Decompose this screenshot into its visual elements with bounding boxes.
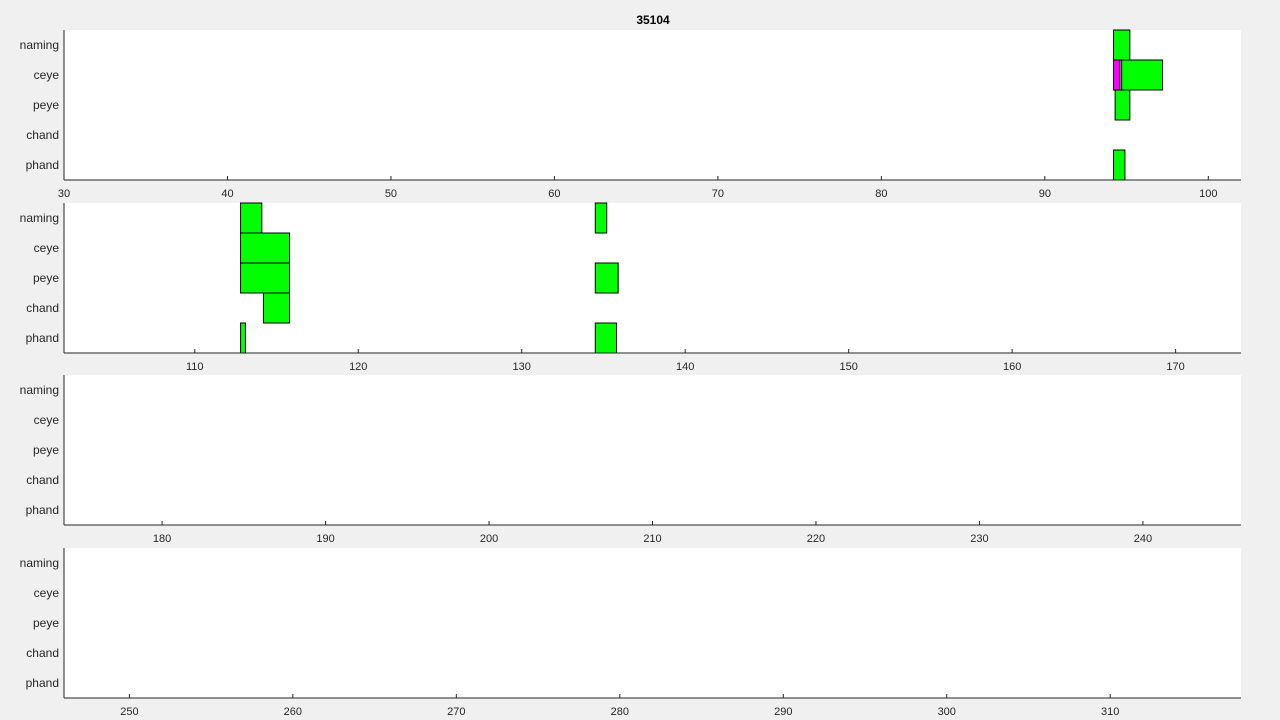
x-tick-label-190: 190 <box>316 533 334 545</box>
x-tick-label-120: 120 <box>349 361 367 373</box>
x-tick-label-280: 280 <box>611 706 629 718</box>
event-peye-5 <box>594 262 619 294</box>
event-ceye-3 <box>1121 59 1164 91</box>
x-tick-label-160: 160 <box>1003 361 1021 373</box>
x-tick-label-240: 240 <box>1134 533 1152 545</box>
row-label-naming: naming <box>20 211 59 225</box>
x-tick-label-170: 170 <box>1166 361 1184 373</box>
panel-3: naming ceye peye chand phand 180 190 200 210 220 2… <box>20 375 1241 545</box>
panels: naming ceye peye chand phand 30 40 50 60 70 80 90 10… <box>20 29 1241 718</box>
event-ceye-3 <box>240 232 291 264</box>
plot-area <box>64 548 1241 698</box>
x-tick-label-50: 50 <box>385 188 397 200</box>
x-tick-label-300: 300 <box>938 706 956 718</box>
row-label-chand: chand <box>26 646 59 660</box>
plot-area <box>64 375 1241 525</box>
row-label-peye: peye <box>33 443 59 457</box>
event-chand-6 <box>262 292 291 324</box>
x-tick-label-70: 70 <box>712 188 724 200</box>
x-tick-label-150: 150 <box>839 361 857 373</box>
x-tick-label-230: 230 <box>970 533 988 545</box>
row-label-ceye: ceye <box>34 586 60 600</box>
x-tick-label-90: 90 <box>1039 188 1051 200</box>
x-tick-label-250: 250 <box>120 706 138 718</box>
x-tick-label-130: 130 <box>513 361 531 373</box>
x-tick-label-100: 100 <box>1199 188 1217 200</box>
x-tick-label-220: 220 <box>807 533 825 545</box>
panel-2: naming ceye peye chand phand 110 120 130 140 150 1… <box>20 202 1241 373</box>
x-tick-label-110: 110 <box>186 361 204 373</box>
event-naming-1 <box>1112 29 1131 61</box>
event-naming-2 <box>594 202 608 234</box>
x-tick-label-40: 40 <box>221 188 233 200</box>
row-label-naming: naming <box>20 556 59 570</box>
event-phand-5 <box>1112 149 1126 181</box>
row-label-ceye: ceye <box>34 413 60 427</box>
x-tick-label-260: 260 <box>284 706 302 718</box>
row-label-naming: naming <box>20 383 59 397</box>
row-label-phand: phand <box>26 676 59 690</box>
panel-4: naming ceye peye chand phand 250 260 270 280 290 3… <box>20 548 1241 718</box>
event-phand-7 <box>240 322 246 354</box>
event-ceye-2 <box>1112 59 1121 91</box>
row-label-chand: chand <box>26 473 59 487</box>
plot-area <box>64 30 1241 180</box>
row-label-naming: naming <box>20 38 59 52</box>
event-phand-8 <box>594 322 618 354</box>
event-peye-4 <box>1114 89 1131 121</box>
row-label-ceye: ceye <box>34 68 60 82</box>
panel-1: naming ceye peye chand phand 30 40 50 60 70 80 90 10… <box>20 29 1241 200</box>
x-tick-label-140: 140 <box>676 361 694 373</box>
row-label-phand: phand <box>26 158 59 172</box>
x-tick-label-60: 60 <box>548 188 560 200</box>
x-tick-label-200: 200 <box>480 533 498 545</box>
row-label-peye: peye <box>33 98 59 112</box>
x-tick-label-30: 30 <box>58 188 70 200</box>
x-tick-label-210: 210 <box>643 533 661 545</box>
row-label-ceye: ceye <box>34 241 60 255</box>
figure-title: 35104 <box>636 13 670 27</box>
row-label-phand: phand <box>26 331 59 345</box>
row-label-peye: peye <box>33 271 59 285</box>
event-peye-4 <box>240 262 291 294</box>
x-tick-label-80: 80 <box>875 188 887 200</box>
row-label-peye: peye <box>33 616 59 630</box>
x-tick-label-310: 310 <box>1101 706 1119 718</box>
x-tick-label-290: 290 <box>774 706 792 718</box>
x-tick-label-180: 180 <box>153 533 171 545</box>
event-naming-1 <box>240 202 263 234</box>
row-label-chand: chand <box>26 301 59 315</box>
row-label-phand: phand <box>26 503 59 517</box>
x-tick-label-270: 270 <box>447 706 465 718</box>
row-label-chand: chand <box>26 128 59 142</box>
